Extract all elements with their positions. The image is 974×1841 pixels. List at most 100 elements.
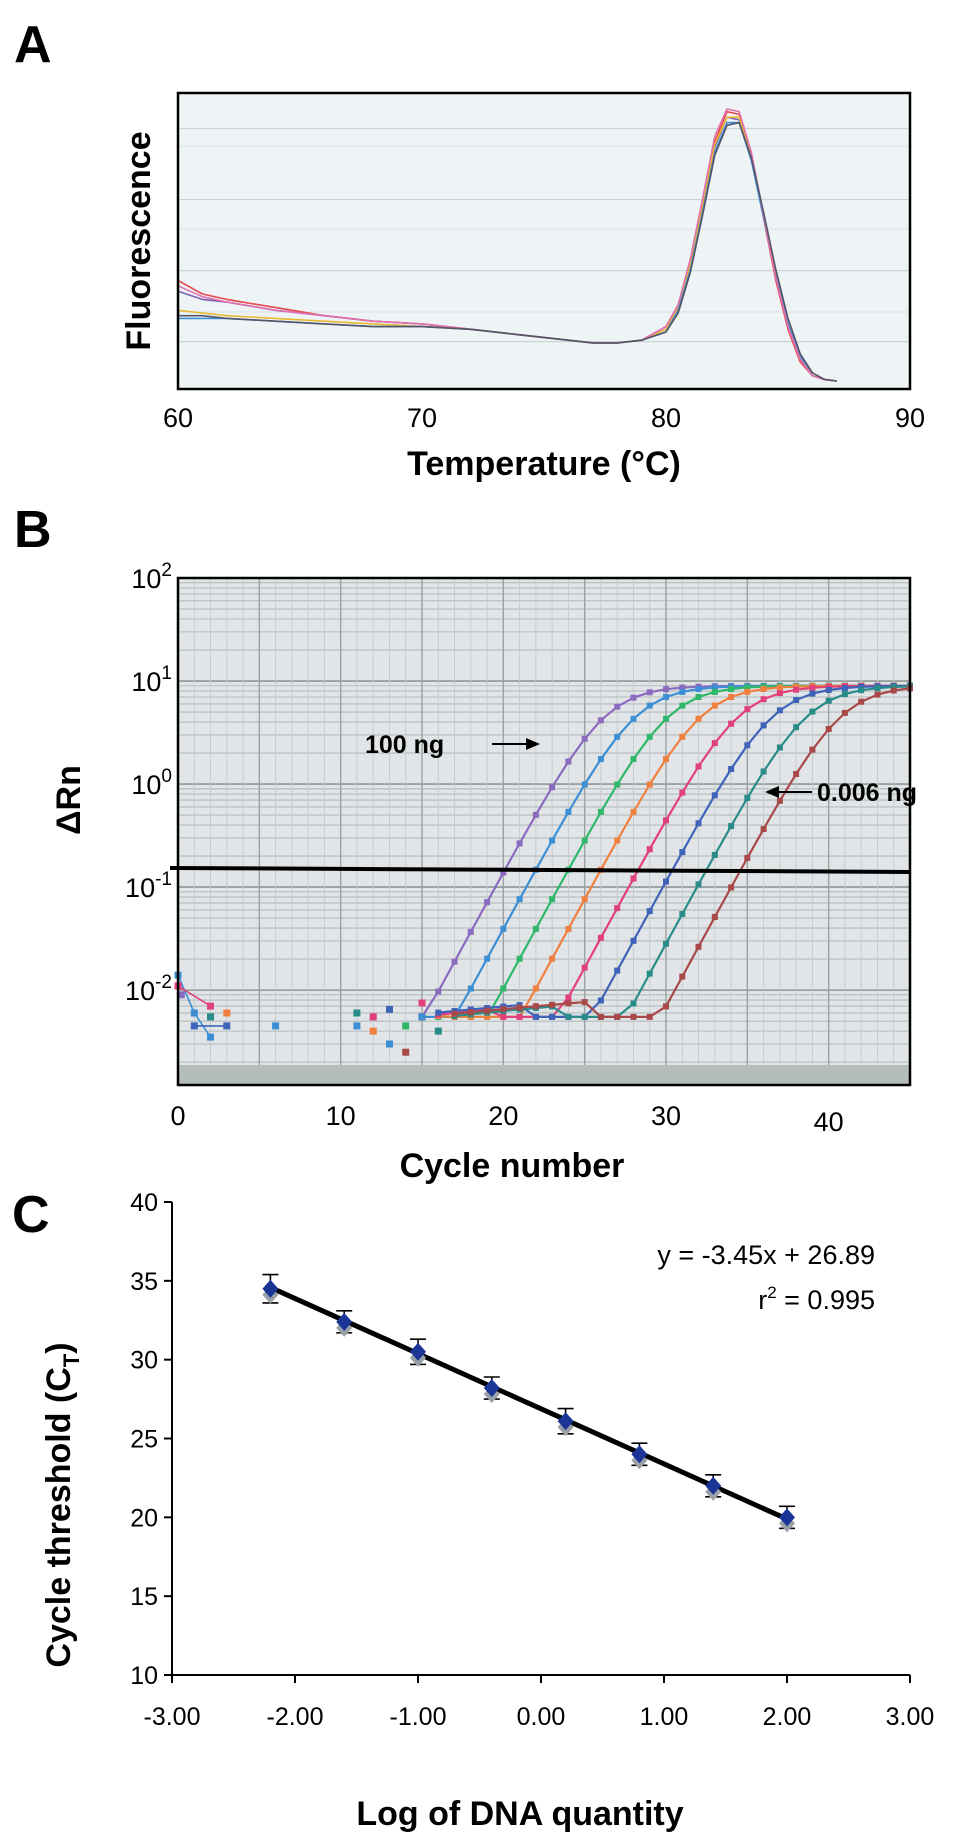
r-squared-exponent: 2 xyxy=(767,1283,776,1302)
panel-b-curve-marker xyxy=(793,724,800,731)
y-tick-base: 10 xyxy=(131,770,161,800)
panel-a-melt-curve-5 xyxy=(177,108,837,382)
panel-b-curve-marker xyxy=(858,698,865,705)
panel-b-curve-marker xyxy=(532,985,539,992)
panel-b-curve-marker xyxy=(500,1006,507,1013)
panel-b-curve-marker xyxy=(663,686,669,693)
panel-b-noise-point xyxy=(353,1022,361,1030)
panel-b-curve-marker xyxy=(565,994,572,1001)
panel-b-curve-marker xyxy=(630,1013,637,1020)
panel-b-curve-marker xyxy=(663,1003,669,1010)
y-tick-exponent: 2 xyxy=(161,560,172,581)
panel-c-point-8 xyxy=(779,1505,795,1533)
panel-b-curve-marker xyxy=(679,789,686,796)
panel-b-curve-marker xyxy=(484,1013,491,1020)
panel-b-curve-marker xyxy=(435,988,442,995)
panel-b-series xyxy=(419,682,913,1020)
panel-c-regression-line xyxy=(269,1285,789,1522)
panel-b-plot-background xyxy=(178,578,910,1085)
panel-b-curve-marker xyxy=(646,970,653,977)
y-tick-base: 10 xyxy=(131,564,161,594)
panel-b-curve-marker xyxy=(532,925,539,932)
panel-b-curve-marker xyxy=(597,934,604,941)
mean-marker xyxy=(705,1476,722,1495)
panel-b-noise-point xyxy=(190,1022,198,1030)
panel-b-annotation-0006ng: 0.006 ng xyxy=(765,779,917,807)
panel-b-curve-marker xyxy=(532,811,539,818)
panel-c-point-6 xyxy=(631,1442,648,1470)
panel-b-curve-marker xyxy=(825,687,832,693)
panel-b-curve-marker xyxy=(760,696,767,703)
panel-b-curve-marker xyxy=(597,717,604,724)
panel-b-curve-marker xyxy=(679,702,686,709)
panel-b-noise-point xyxy=(353,1009,361,1017)
panel-b-curve-marker xyxy=(484,1007,491,1014)
panel-b-curve-marker xyxy=(451,958,458,965)
panel-a-x-axis-label: Temperature (°C) xyxy=(407,445,681,483)
panel-b-noise-points xyxy=(174,971,442,1056)
panel-b-curve-marker xyxy=(728,694,735,700)
panel-b-curve-marker xyxy=(630,937,637,944)
panel-b-curve-marker xyxy=(663,940,669,947)
panel-c-y-tick-label: 15 xyxy=(130,1583,158,1611)
panel-b-y-tick-label: 101 xyxy=(131,663,172,697)
annotation-0006ng-arrow-head xyxy=(765,786,779,798)
panel-b-curve-marker xyxy=(597,808,604,815)
panel-a-series xyxy=(177,108,837,382)
panel-b-curve-marker xyxy=(451,1010,458,1017)
panel-b-curve-marker xyxy=(793,771,800,777)
panel-b-curve-marker xyxy=(793,683,800,690)
panel-b-curve-marker xyxy=(760,768,767,775)
panel-b-y-tick-label: 10-1 xyxy=(125,869,172,903)
panel-b-curve-marker xyxy=(565,1013,572,1020)
panel-b-curve-marker xyxy=(435,1009,442,1016)
panel-b-curve-marker xyxy=(809,690,816,697)
panel-b-curve-marker xyxy=(516,955,523,962)
panel-b-curve-marker xyxy=(646,689,653,696)
panel-b-curve-marker xyxy=(500,985,507,992)
panel-a-x-tick-label: 60 xyxy=(163,403,193,433)
mean-marker xyxy=(631,1445,648,1464)
y-tick-base: 10 xyxy=(125,873,155,903)
panel-b-curve-marker xyxy=(516,1013,523,1020)
panel-c-point-2 xyxy=(336,1309,353,1337)
panel-c-axes xyxy=(171,1202,910,1676)
panel-b-curve-marker xyxy=(711,702,718,709)
panel-b-curve-marker xyxy=(793,697,800,703)
panel-b-curve-marker xyxy=(581,896,588,903)
y-tick-exponent: 1 xyxy=(161,663,172,684)
panel-b-noise-point xyxy=(402,1022,410,1030)
panel-b-curve-marker xyxy=(760,686,767,692)
y-tick-exponent: -2 xyxy=(155,972,172,993)
panel-b-curve-marker xyxy=(776,690,783,697)
y-tick-base: 10 xyxy=(125,976,155,1006)
panel-b-x-tick-label: 30 xyxy=(651,1101,681,1131)
panel-b-curve-marker xyxy=(744,855,751,861)
panel-b-curve-marker xyxy=(728,823,735,830)
panel-c-x-axis-label: Log of DNA quantity xyxy=(356,1795,683,1833)
panel-b-curve-marker xyxy=(549,837,556,844)
y-tick-base: 10 xyxy=(131,667,161,697)
panel-b-noise-point xyxy=(177,991,185,999)
panel-b-curve-marker xyxy=(776,684,783,691)
panel-b-noise-point xyxy=(223,1009,231,1017)
panel-b-curve-marker xyxy=(581,781,588,788)
panel-b-noise-point xyxy=(369,1013,377,1021)
mean-marker xyxy=(557,1412,574,1431)
panel-b-curve-marker xyxy=(744,684,751,691)
panel-b-curve-marker xyxy=(890,687,897,694)
panel-a-y-axis-label: Fluorescence xyxy=(120,131,158,350)
panel-b-curve-marker xyxy=(809,746,816,753)
panel-b-curve-marker xyxy=(614,837,621,844)
panel-b-x-tick-label: 40 xyxy=(814,1107,844,1137)
panel-b-curve-marker xyxy=(516,896,523,903)
panel-b-curve-marker xyxy=(695,820,702,827)
panel-b-curve-marker xyxy=(663,817,669,824)
panel-b-curve-marker xyxy=(516,1004,523,1011)
panel-b-curve-marker xyxy=(581,837,588,844)
panel-b-curve-marker xyxy=(467,1009,474,1016)
panel-b-curve-marker xyxy=(630,756,637,763)
panel-b-annotation-100ng: 100 ng xyxy=(365,731,540,759)
panel-b-curve-marker xyxy=(744,706,751,713)
